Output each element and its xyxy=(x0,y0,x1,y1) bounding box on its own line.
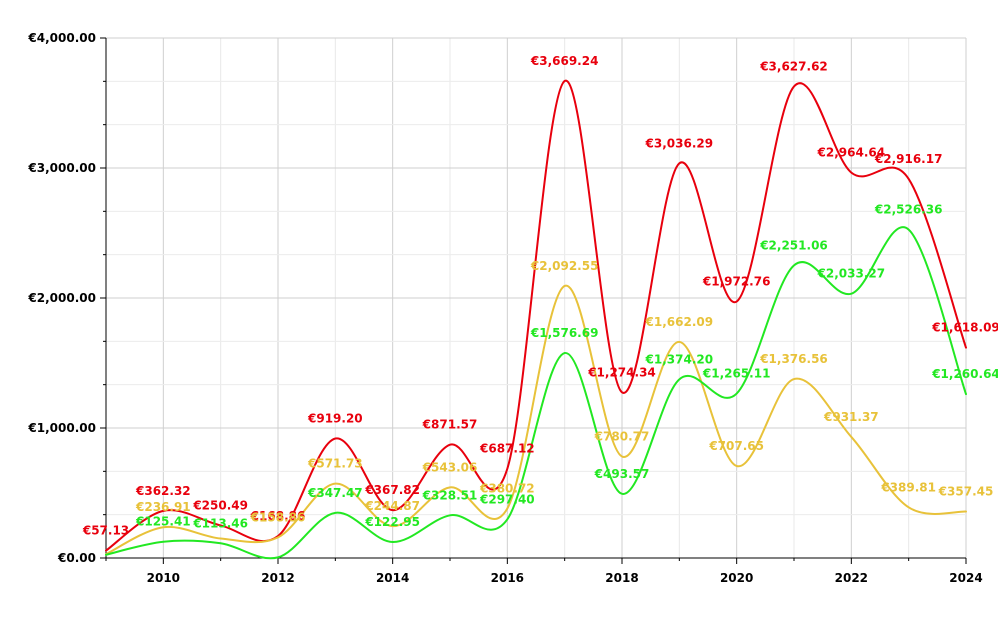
data-label: €1,260.64 xyxy=(931,367,998,381)
series-lines xyxy=(105,79,967,560)
data-label: €357.45 xyxy=(938,485,994,499)
data-label: €2,916.17 xyxy=(874,152,943,166)
data-label: €931.37 xyxy=(823,410,879,424)
data-label: €871.57 xyxy=(422,418,478,432)
axes: €0.00 €1,000.00 €2,000.00 €3,000.00 €4,000.0… xyxy=(27,31,982,585)
data-label: €707.65 xyxy=(708,439,764,453)
data-label: €347.47 xyxy=(307,486,363,500)
series-line-1 xyxy=(105,284,967,556)
data-label: €122.95 xyxy=(364,515,420,529)
data-label: €780.77 xyxy=(594,429,650,443)
y-tick-label: €0.00 xyxy=(57,551,96,565)
data-label: €297.40 xyxy=(479,492,535,506)
data-label: €2,964.64 xyxy=(817,146,886,160)
x-tick-label: 2012 xyxy=(261,571,294,585)
data-label: €1,972.76 xyxy=(702,275,771,289)
data-label: €1,265.11 xyxy=(702,367,771,381)
data-label: €543.06 xyxy=(422,460,478,474)
data-label: €380.72 xyxy=(479,482,535,496)
data-label: €125.41 xyxy=(135,515,191,529)
x-tick-label: 2024 xyxy=(949,571,982,585)
data-label: €687.12 xyxy=(479,442,535,456)
x-tick-label: 2020 xyxy=(720,571,753,585)
data-label: €113.46 xyxy=(192,516,248,530)
data-label: €919.20 xyxy=(307,412,363,426)
data-label: €2,526.36 xyxy=(874,203,943,217)
data-label: €1,618.09 xyxy=(931,321,998,335)
y-tick-label: €3,000.00 xyxy=(27,161,96,175)
x-tick-label: 2022 xyxy=(835,571,868,585)
data-label: €1,576.69 xyxy=(530,326,599,340)
data-label: €3,627.62 xyxy=(759,59,828,73)
data-label: €1,274.34 xyxy=(587,365,656,379)
data-label: €236.91 xyxy=(135,500,191,514)
data-label: €367.82 xyxy=(364,483,420,497)
series-line-0 xyxy=(105,79,967,552)
y-tick-label: €4,000.00 xyxy=(27,31,96,45)
data-label: €362.32 xyxy=(135,484,191,498)
data-label: €571.73 xyxy=(307,457,363,471)
data-label: €250.49 xyxy=(192,498,248,512)
data-label: €1,374.20 xyxy=(645,352,714,366)
data-label: €328.51 xyxy=(422,488,478,502)
data-label: €493.57 xyxy=(594,467,650,481)
x-tick-label: 2018 xyxy=(605,571,638,585)
data-label: €158.86 xyxy=(250,510,306,524)
x-tick-label: 2014 xyxy=(376,571,409,585)
x-tick-label: 2010 xyxy=(147,571,180,585)
grid xyxy=(105,37,967,559)
data-label: €389.81 xyxy=(880,480,936,494)
data-label: €244.87 xyxy=(364,499,420,513)
data-label: €1,662.09 xyxy=(645,315,714,329)
data-label: €2,092.55 xyxy=(530,259,599,273)
data-label: €2,251.06 xyxy=(759,238,828,252)
data-label: €3,036.29 xyxy=(645,136,714,150)
data-label: €1,376.56 xyxy=(759,352,828,366)
data-label: €57.13 xyxy=(82,524,129,538)
y-tick-label: €1,000.00 xyxy=(27,421,96,435)
data-label: €168.86 xyxy=(250,509,306,523)
y-tick-label: €2,000.00 xyxy=(27,291,96,305)
data-label: €3,669.24 xyxy=(530,54,599,68)
series-line-2 xyxy=(105,226,967,560)
data-label: €2,033.27 xyxy=(817,267,886,281)
data-labels: €57.13 €362.32€250.49€168.86 €919.20 €367.8… xyxy=(82,54,998,538)
x-tick-label: 2016 xyxy=(491,571,524,585)
